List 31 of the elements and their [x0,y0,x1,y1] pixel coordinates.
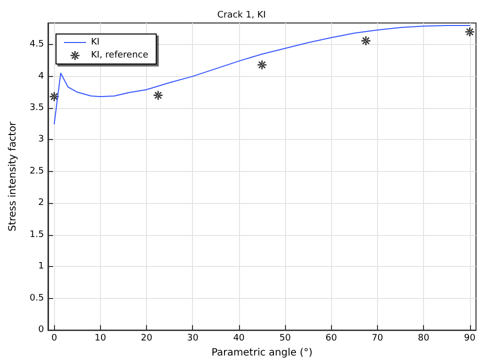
x-tick-label: 50 [279,334,292,344]
x-tick-label: 20 [140,334,153,344]
x-tick-label: 10 [94,334,106,344]
y-tick-label: 2.5 [30,166,44,176]
y-tick-label: 2 [38,198,44,208]
x-tick-label: 30 [187,334,199,344]
y-tick-label: 1.5 [30,230,44,240]
x-tick-label: 80 [418,334,430,344]
point [361,36,370,46]
y-tick-label: 1 [38,262,44,272]
y-tick-label: 0.5 [30,293,44,304]
y-tick-label: 4 [38,71,44,82]
y-tick-label: 3 [38,134,44,145]
point [50,92,59,102]
chart-title: Crack 1, KI [217,10,266,20]
legend-label: KI, reference [91,50,149,60]
y-tick-label: 3.5 [30,103,44,114]
x-tick-label: 70 [372,334,384,344]
line-series [54,25,470,124]
point [258,60,266,70]
x-axis-title: Parametric angle (°) [211,348,313,358]
x-tick-label: 60 [326,334,338,344]
x-tick-label: 0 [51,334,58,344]
x-tick-label: 90 [464,334,476,344]
y-tick-label: 4.5 [30,40,44,50]
y-axis-title: Stress intensity factor [8,120,18,232]
point [465,27,474,36]
y-tick-label: 0 [38,325,44,336]
x-tick-label: 40 [233,334,245,344]
legend-label: KI [91,38,100,48]
point [154,90,163,100]
